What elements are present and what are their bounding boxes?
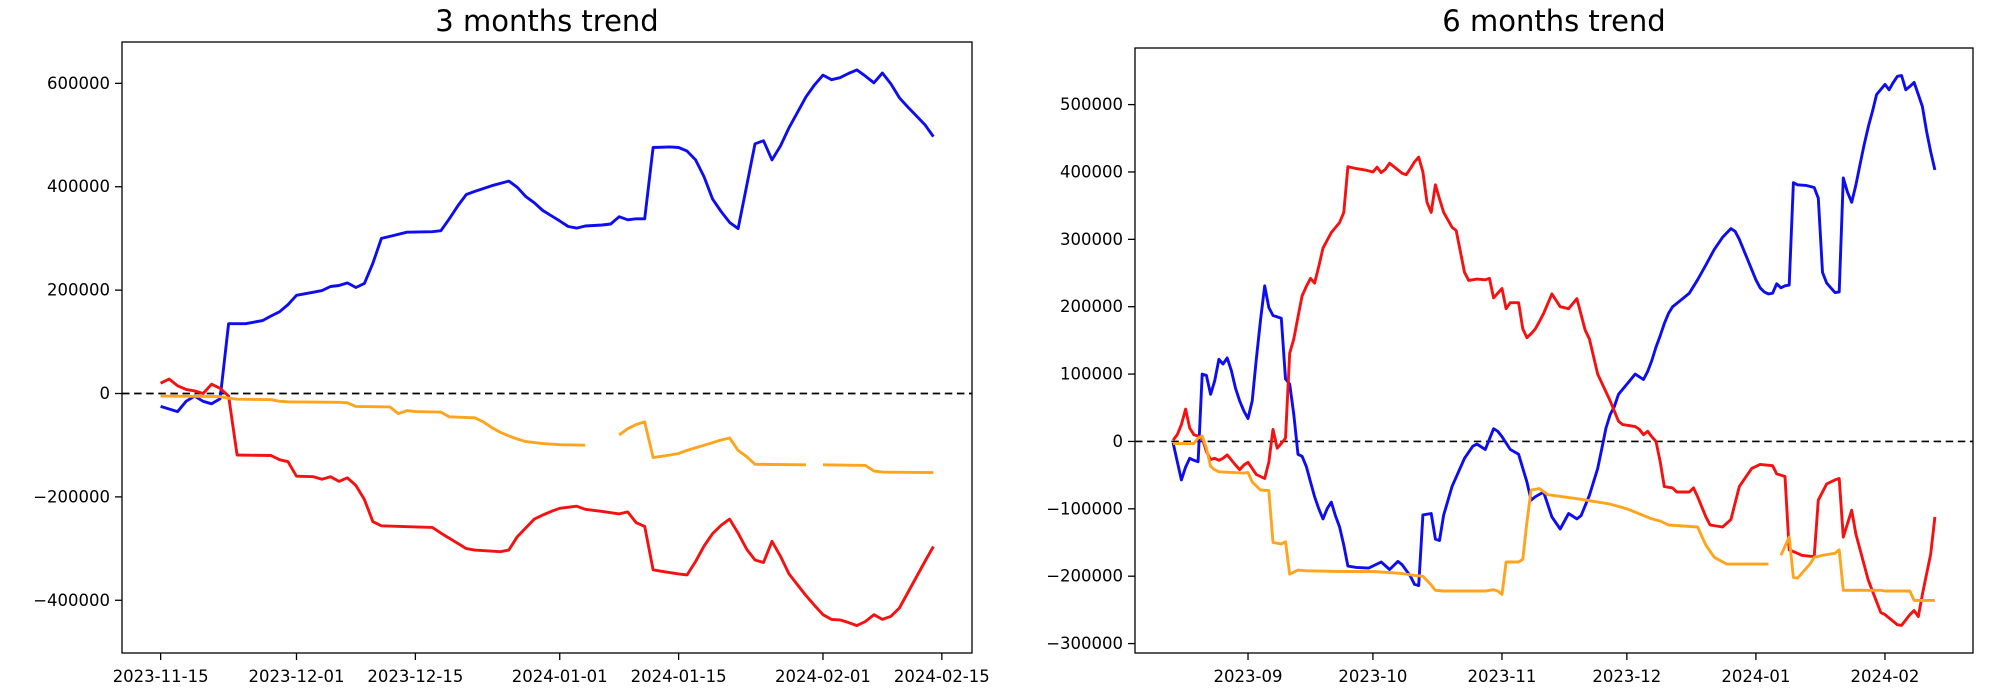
red-series-line: [1171, 155, 1937, 627]
six-months-chart-title: 6 months trend: [1442, 4, 1666, 38]
y-tick-label: −300000: [1046, 634, 1123, 653]
y-tick-label: 0: [100, 384, 111, 403]
y-tick-label: −100000: [1046, 499, 1123, 518]
y-tick-label: −400000: [33, 591, 110, 610]
y-tick-label: 300000: [1060, 230, 1123, 249]
three-months-chart: 3 months trend 600000 400000 200000 0 −20000…: [33, 4, 990, 686]
x-tick-label: 2024-02-15: [894, 667, 990, 686]
y-tick-label: 200000: [47, 281, 110, 300]
six-months-plot: 500000 400000 300000 200000 100000 0 −100000 −2…: [1046, 47, 1974, 686]
orange-series-line: [160, 394, 586, 447]
x-tick-label: 2023-09: [1214, 667, 1283, 686]
blue-series-line: [160, 68, 935, 414]
orange-series-line: [618, 420, 807, 467]
x-tick-label: 2023-12-15: [367, 667, 463, 686]
x-tick-label: 2024-01-01: [512, 667, 608, 686]
six-months-chart: 6 months trend 500000 400000 300000 200000 1…: [1000, 0, 2000, 700]
x-tick-label: 2024-02-01: [775, 667, 871, 686]
three-months-chart-title: 3 months trend: [435, 4, 659, 38]
y-tick-label: 400000: [47, 177, 110, 196]
x-tick-label: 2023-11: [1467, 667, 1536, 686]
red-series-line: [159, 377, 935, 628]
y-tick-label: 0: [1113, 432, 1124, 451]
x-tick-label: 2023-12-01: [249, 667, 345, 686]
plot-frame: [1134, 47, 1974, 654]
x-tick-label: 2024-01: [1721, 667, 1790, 686]
y-tick-label: 500000: [1060, 95, 1123, 114]
orange-series-line: [1173, 434, 1769, 596]
x-tick-label: 2024-02: [1850, 667, 1919, 686]
plot-frame: [121, 41, 973, 654]
x-tick-label: 2023-10: [1338, 667, 1407, 686]
y-tick-label: 400000: [1060, 162, 1123, 181]
y-tick-label: 100000: [1060, 365, 1123, 384]
three-months-plot: 600000 400000 200000 0 −200000 −400000 2023-11…: [33, 41, 990, 686]
y-tick-label: 200000: [1060, 297, 1123, 316]
blue-series-line: [1171, 74, 1937, 588]
x-tick-label: 2024-01-15: [631, 667, 727, 686]
y-tick-label: −200000: [1046, 567, 1123, 586]
y-tick-label: 600000: [47, 74, 110, 93]
x-tick-label: 2023-12: [1592, 667, 1661, 686]
orange-series-line: [822, 463, 934, 475]
orange-series-line: [1779, 535, 1935, 602]
x-tick-label: 2023-11-15: [113, 667, 209, 686]
y-tick-label: −200000: [33, 487, 110, 506]
